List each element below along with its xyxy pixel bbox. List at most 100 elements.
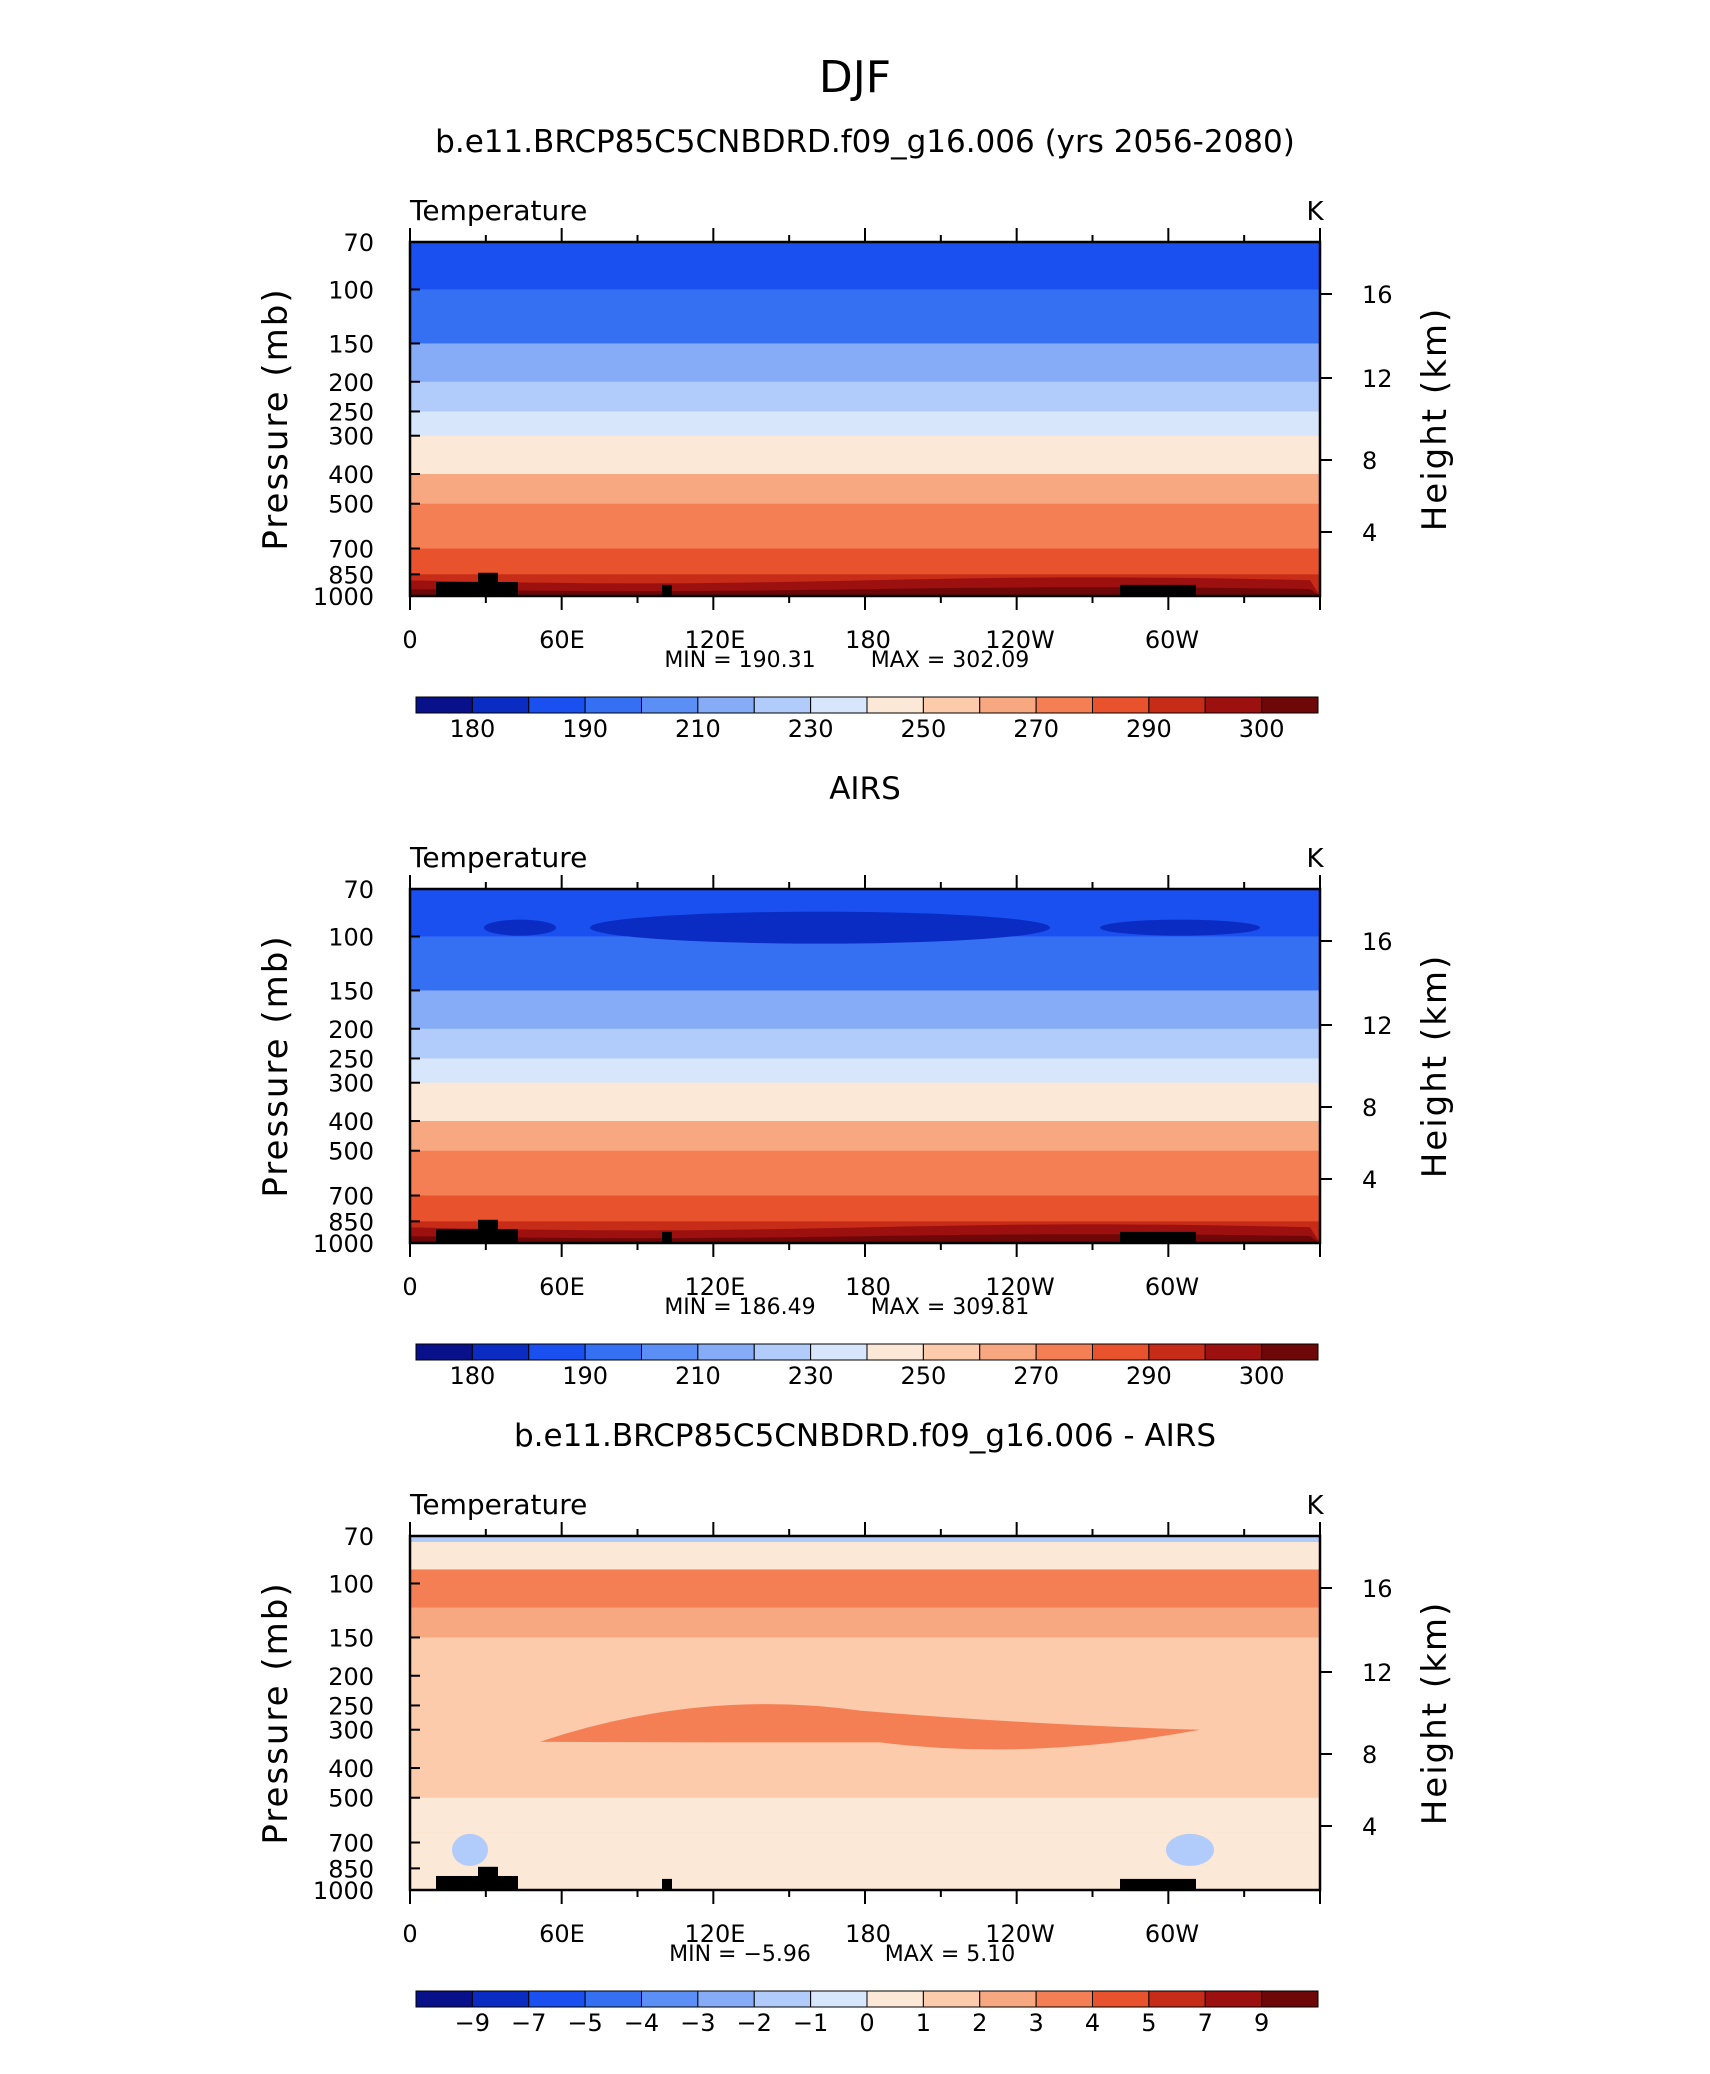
diff-lower-band bbox=[410, 1797, 1320, 1833]
diff-mid-band bbox=[410, 1607, 1320, 1638]
y-tick-label: 200 bbox=[328, 1016, 374, 1044]
land-mask bbox=[478, 572, 498, 596]
variable-label: Temperature bbox=[409, 194, 587, 227]
colorbar-swatch bbox=[866, 1990, 924, 2008]
contour-field bbox=[410, 889, 1320, 1243]
colorbar-swatch bbox=[415, 696, 473, 714]
colorbar-swatch bbox=[866, 696, 924, 714]
land-mask bbox=[436, 1875, 518, 1890]
y-tick-label: 400 bbox=[328, 1108, 374, 1136]
y-tick-label: 150 bbox=[328, 330, 374, 358]
colorbar-swatch bbox=[415, 1990, 473, 2008]
y-tick-label: 700 bbox=[328, 1183, 374, 1211]
colorbar-swatch bbox=[810, 696, 868, 714]
colorbar-swatch bbox=[641, 696, 699, 714]
colorbar-swatch bbox=[1092, 1343, 1150, 1361]
max-label: MAX = 5.10 bbox=[885, 1942, 1016, 1967]
y-tick-label: 300 bbox=[328, 423, 374, 451]
panel-title: b.e11.BRCP85C5CNBDRD.f09_g16.006 - AIRS bbox=[514, 1418, 1216, 1454]
colorbar-swatch bbox=[979, 1343, 1037, 1361]
colorbar-label: 300 bbox=[1239, 1362, 1285, 1390]
colorbar-swatch bbox=[810, 1343, 868, 1361]
temperature-band bbox=[410, 1058, 1320, 1084]
x-tick-label: 60E bbox=[539, 1273, 585, 1301]
colorbar-swatch bbox=[528, 696, 586, 714]
height-tick-label: 12 bbox=[1362, 365, 1393, 393]
colorbar-swatch bbox=[584, 696, 642, 714]
min-label: MIN = −5.96 bbox=[669, 1942, 811, 1967]
temperature-band bbox=[410, 1121, 1320, 1152]
panel-3: b.e11.BRCP85C5CNBDRD.f09_g16.006 - AIRS T… bbox=[256, 1418, 1455, 2037]
y-tick-label: 500 bbox=[328, 491, 374, 519]
colorbar-swatch bbox=[1204, 696, 1263, 714]
colorbar-label: 230 bbox=[788, 715, 834, 743]
colorbar-swatch bbox=[1092, 1990, 1150, 2008]
diff-upper-trop-warm bbox=[540, 1704, 1200, 1750]
colorbar-swatch bbox=[584, 1990, 642, 2008]
y-tick-label: 70 bbox=[343, 1523, 374, 1551]
temperature-band bbox=[410, 1150, 1320, 1197]
temperature-band bbox=[410, 381, 1320, 413]
colorbar-swatch bbox=[1148, 696, 1206, 714]
colorbar-swatch bbox=[528, 1343, 586, 1361]
colorbar-swatch bbox=[584, 1343, 642, 1361]
temperature-band bbox=[410, 435, 1320, 476]
y-tick-label: 1000 bbox=[313, 1230, 374, 1258]
height-tick-label: 8 bbox=[1362, 1094, 1377, 1122]
y-tick-label: 250 bbox=[328, 398, 374, 426]
colorbar-swatch bbox=[697, 1990, 755, 2008]
colorbar-swatch bbox=[641, 1990, 699, 2008]
y-tick-label: 300 bbox=[328, 1070, 374, 1098]
season-title: DJF bbox=[819, 52, 891, 103]
y-tick-label: 100 bbox=[328, 923, 374, 951]
y-tick-label: 500 bbox=[328, 1785, 374, 1813]
contour-field bbox=[410, 242, 1320, 596]
height-tick-label: 4 bbox=[1362, 1166, 1377, 1194]
y-tick-label: 100 bbox=[328, 276, 374, 304]
colorbar-swatch bbox=[471, 1990, 530, 2008]
land-mask bbox=[662, 1878, 672, 1890]
temperature-band bbox=[410, 936, 1320, 992]
temperature-band bbox=[410, 1028, 1320, 1060]
max-label: MAX = 302.09 bbox=[871, 648, 1030, 673]
surface-band bbox=[410, 1234, 1320, 1243]
colorbar-label: 180 bbox=[449, 1362, 495, 1390]
x-tick-label: 120E bbox=[685, 1920, 746, 1948]
panel-title: AIRS bbox=[829, 771, 901, 807]
y-tick-label: 850 bbox=[328, 561, 374, 589]
diff-top-negative bbox=[410, 1536, 1320, 1542]
panel-1: b.e11.BRCP85C5CNBDRD.f09_g16.006 (yrs 20… bbox=[256, 124, 1455, 743]
colorbar-swatch bbox=[1035, 1990, 1093, 2008]
x-tick-label: 120W bbox=[985, 1920, 1055, 1948]
y-tick-label: 100 bbox=[328, 1570, 374, 1598]
y-axis-title: Pressure (mb) bbox=[256, 934, 296, 1197]
variable-label: Temperature bbox=[409, 841, 587, 874]
colorbar-label: −7 bbox=[511, 2009, 546, 2037]
height-tick-label: 4 bbox=[1362, 519, 1377, 547]
colorbar-label: 270 bbox=[1013, 715, 1059, 743]
temperature-band bbox=[410, 990, 1320, 1030]
surface-band bbox=[410, 587, 1320, 596]
colorbar-swatch bbox=[979, 1990, 1037, 2008]
height-tick-label: 12 bbox=[1362, 1659, 1393, 1687]
cold-anomaly-region bbox=[590, 911, 1050, 944]
x-tick-label: 60E bbox=[539, 1920, 585, 1948]
colorbar-label: 300 bbox=[1239, 715, 1285, 743]
colorbar-swatch bbox=[922, 696, 981, 714]
land-mask bbox=[436, 1228, 518, 1243]
colorbar-swatch bbox=[1148, 1343, 1206, 1361]
y-tick-label: 850 bbox=[328, 1855, 374, 1883]
colorbar-label: 5 bbox=[1141, 2009, 1156, 2037]
variable-label: Temperature bbox=[409, 1488, 587, 1521]
min-label: MIN = 190.31 bbox=[664, 648, 815, 673]
units-label: K bbox=[1306, 197, 1324, 227]
colorbar-label: 3 bbox=[1028, 2009, 1043, 2037]
land-mask bbox=[1120, 1878, 1196, 1890]
y-tick-label: 1000 bbox=[313, 583, 374, 611]
height-tick-label: 16 bbox=[1362, 928, 1393, 956]
y-tick-label: 400 bbox=[328, 1755, 374, 1783]
height-tick-label: 12 bbox=[1362, 1012, 1393, 1040]
y-tick-label: 850 bbox=[328, 1208, 374, 1236]
x-tick-label: 120E bbox=[685, 1273, 746, 1301]
